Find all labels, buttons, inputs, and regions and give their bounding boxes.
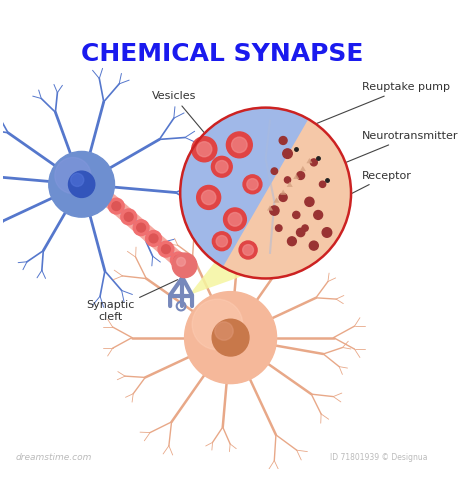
Circle shape xyxy=(297,228,305,236)
Circle shape xyxy=(288,237,296,246)
Circle shape xyxy=(171,252,186,268)
Circle shape xyxy=(284,177,291,183)
Text: Vesicles: Vesicles xyxy=(151,91,220,152)
Circle shape xyxy=(271,168,278,174)
Circle shape xyxy=(232,137,247,152)
Polygon shape xyxy=(280,190,286,195)
Circle shape xyxy=(112,202,121,210)
Circle shape xyxy=(215,322,233,340)
Circle shape xyxy=(71,174,84,186)
Text: Reuptake pump: Reuptake pump xyxy=(299,82,450,130)
Circle shape xyxy=(109,198,124,214)
Circle shape xyxy=(243,244,254,256)
Circle shape xyxy=(121,209,137,225)
Text: dreamstime.com: dreamstime.com xyxy=(16,454,92,462)
Circle shape xyxy=(275,225,282,232)
Circle shape xyxy=(133,220,149,236)
Circle shape xyxy=(174,256,183,264)
Circle shape xyxy=(247,178,258,190)
Circle shape xyxy=(283,149,292,158)
Circle shape xyxy=(216,160,228,173)
Circle shape xyxy=(49,152,115,217)
Circle shape xyxy=(68,171,95,198)
Circle shape xyxy=(146,230,162,246)
Circle shape xyxy=(310,159,317,166)
Wedge shape xyxy=(180,108,308,267)
Circle shape xyxy=(279,136,287,144)
Circle shape xyxy=(201,190,216,204)
Circle shape xyxy=(270,206,279,215)
Circle shape xyxy=(243,175,262,194)
Text: Synaptic
cleft: Synaptic cleft xyxy=(86,280,178,322)
Circle shape xyxy=(239,241,257,259)
Circle shape xyxy=(180,108,351,278)
Circle shape xyxy=(184,292,276,384)
Circle shape xyxy=(158,242,174,257)
Text: Neurotransmitter: Neurotransmitter xyxy=(316,131,458,174)
Circle shape xyxy=(310,241,319,250)
Circle shape xyxy=(293,212,300,218)
Polygon shape xyxy=(267,206,273,210)
Circle shape xyxy=(192,299,243,350)
Polygon shape xyxy=(300,166,306,171)
Text: CHEMICAL SYNAPSE: CHEMICAL SYNAPSE xyxy=(81,42,363,66)
Circle shape xyxy=(212,232,231,250)
Circle shape xyxy=(149,234,158,243)
Circle shape xyxy=(297,172,305,179)
Polygon shape xyxy=(189,257,295,295)
Circle shape xyxy=(228,212,242,226)
Circle shape xyxy=(216,236,228,247)
Circle shape xyxy=(197,142,212,157)
Circle shape xyxy=(227,132,252,158)
Circle shape xyxy=(197,186,220,210)
Circle shape xyxy=(124,212,133,222)
Polygon shape xyxy=(273,198,280,202)
Circle shape xyxy=(192,136,217,162)
Circle shape xyxy=(177,258,185,266)
Polygon shape xyxy=(287,182,293,187)
Circle shape xyxy=(137,224,146,232)
Circle shape xyxy=(224,208,246,231)
Text: ID 71801939 © Designua: ID 71801939 © Designua xyxy=(330,454,428,462)
Circle shape xyxy=(302,225,308,232)
Circle shape xyxy=(305,197,314,206)
Circle shape xyxy=(162,245,170,254)
Polygon shape xyxy=(306,158,312,164)
Circle shape xyxy=(211,156,232,177)
Circle shape xyxy=(55,158,91,194)
Circle shape xyxy=(173,253,197,278)
Circle shape xyxy=(314,210,323,220)
Circle shape xyxy=(279,194,287,202)
Circle shape xyxy=(319,181,326,188)
Text: Receptor: Receptor xyxy=(321,170,412,209)
Circle shape xyxy=(212,319,249,356)
Circle shape xyxy=(322,228,332,237)
Polygon shape xyxy=(293,174,300,179)
